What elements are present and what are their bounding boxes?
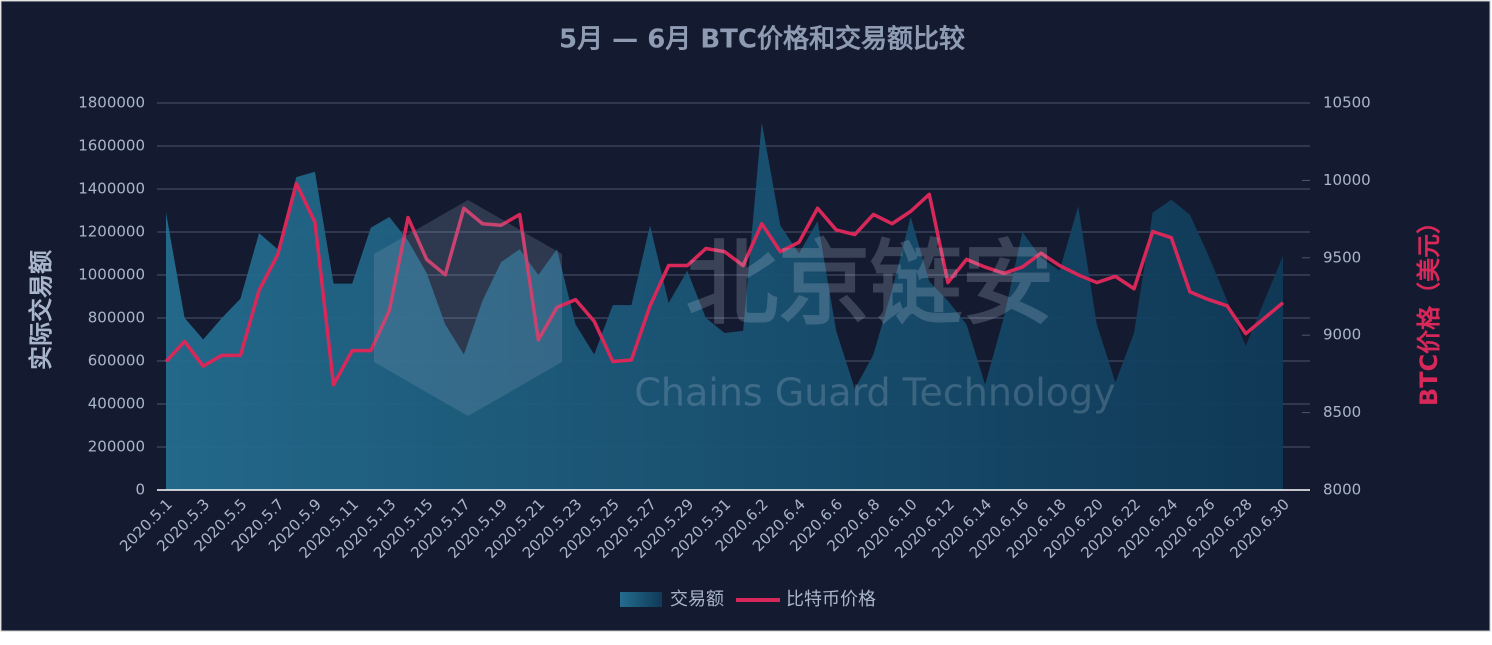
y2-tick-label: 8000 (1323, 481, 1361, 499)
y2-axis-label: BTC价格（美元） (1415, 210, 1443, 406)
area (166, 122, 1283, 490)
line (164, 181, 1285, 387)
legend-label[interactable]: 交易额 (670, 589, 724, 610)
y2-tick-label: 9000 (1323, 326, 1361, 344)
y-tick-label: 1600000 (78, 137, 145, 155)
y-tick-label: 1200000 (78, 223, 145, 241)
y2-tick-label: 8500 (1323, 403, 1361, 421)
y-tick-label: 1800000 (78, 94, 145, 112)
y-tick-label: 0 (135, 481, 145, 499)
y-tick-label: 600000 (88, 352, 145, 370)
y-tick-label: 800000 (88, 309, 145, 327)
watermark-text: 北京链安 (686, 230, 1054, 337)
y2-tick-label: 9500 (1323, 248, 1361, 266)
y2-tick-label: 10000 (1323, 171, 1371, 189)
watermark-subtext: Chains Guard Technology (634, 371, 1115, 415)
y-tick-label: 400000 (88, 395, 145, 413)
legend-swatch (620, 592, 662, 607)
y2-tick-label: 10500 (1323, 94, 1371, 112)
chart-title: 5月 — 6月 BTC价格和交易额比较 (559, 24, 965, 55)
watermark-logo (374, 200, 562, 416)
legend-label[interactable]: 比特币价格 (786, 589, 876, 610)
watermark: 北京链安 Chains Guard Technology (374, 200, 1116, 416)
y-axis-label: 实际交易额 (27, 250, 55, 370)
legend: 交易额 比特币价格 (620, 589, 876, 610)
y-tick-label: 1400000 (78, 180, 145, 198)
y-tick-label: 200000 (88, 438, 145, 456)
y-tick-label: 1000000 (78, 266, 145, 284)
